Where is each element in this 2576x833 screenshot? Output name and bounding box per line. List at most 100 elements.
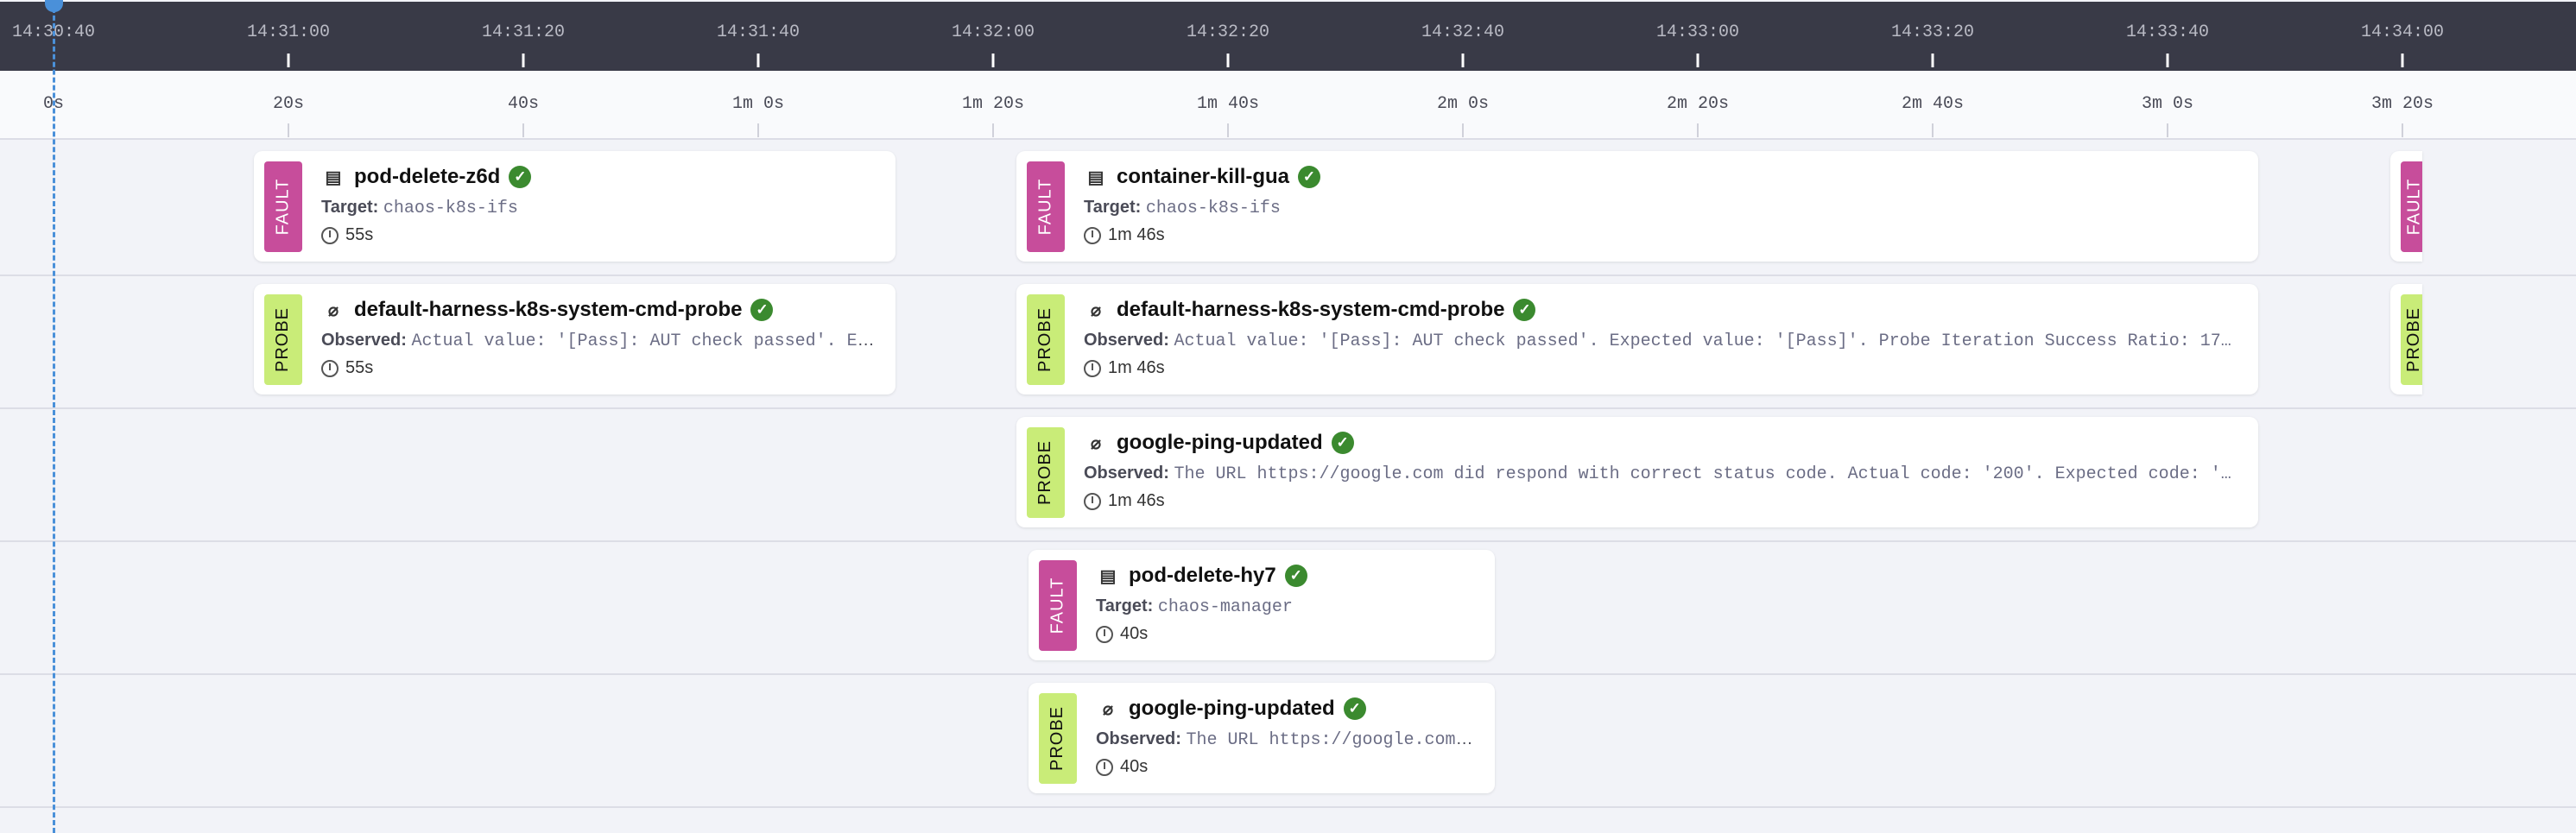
success-check-icon: ✓ — [1298, 166, 1321, 188]
observed-label: Observed: — [321, 331, 407, 350]
elapsed-tick-label: 2m 0s — [1436, 94, 1490, 114]
observed-label: Observed: — [1084, 331, 1169, 350]
wall-clock-axis: 14:30:40 14:31:00 14:31:20 14:31:40 14:32:00… — [0, 2, 2576, 71]
current-time-marker[interactable] — [53, 0, 55, 833]
elapsed-tick-label: 1m 20s — [961, 94, 1025, 114]
elapsed-time-axis: 0s 20s 40s 1m 0s 1m 20s 1m 40s 2m 0s 2m 20s 2m 4… — [0, 71, 2576, 140]
clock-icon — [1084, 492, 1101, 510]
probe-card[interactable]: PROBE ⌀ google-ping-updated ✓ Observed: … — [1016, 417, 2258, 527]
elapsed-tick-label: 2m 40s — [1901, 94, 1965, 114]
fault-badge: FAULT — [1027, 161, 1065, 252]
success-check-icon: ✓ — [1513, 299, 1536, 321]
elapsed-tick — [2402, 123, 2403, 137]
elapsed-tick-label: 3m 0s — [2141, 94, 2194, 114]
target-label: Target: — [321, 198, 379, 217]
clock-tick-label: 14:32:00 — [951, 22, 1035, 42]
elapsed-tick-label: 40s — [507, 94, 540, 114]
probe-card[interactable]: PROBE ⌀ default-harness-k8s-system-cmd-p… — [254, 284, 896, 394]
duration: 1m 46s — [1108, 491, 1165, 510]
success-check-icon: ✓ — [750, 299, 774, 321]
clock-icon — [1096, 625, 1113, 643]
elapsed-tick — [1227, 123, 1229, 137]
row-divider — [0, 275, 2576, 276]
card-title[interactable]: container-kill-gua — [1117, 165, 1290, 188]
elapsed-tick-label: 2m 20s — [1666, 94, 1730, 114]
elapsed-tick — [1462, 123, 1464, 137]
elapsed-tick-label: 3m 20s — [2370, 94, 2434, 114]
success-check-icon: ✓ — [1331, 432, 1354, 454]
duration: 55s — [345, 225, 374, 244]
elapsed-tick-label: 1m 0s — [731, 94, 785, 114]
fault-card[interactable]: FAULT ▤ pod-delete-z6d ✓ Target: chaos-k… — [254, 151, 896, 262]
row-divider — [0, 806, 2576, 808]
chaos-fault-icon: ▤ — [1087, 167, 1104, 187]
clock-tick — [2166, 54, 2169, 67]
clock-tick — [1696, 54, 1699, 67]
clock-tick-label: 14:31:00 — [246, 22, 331, 42]
chaos-fault-icon: ▤ — [325, 167, 342, 187]
observed-label: Observed: — [1084, 464, 1169, 483]
card-title[interactable]: google-ping-updated — [1117, 431, 1323, 454]
clock-tick — [287, 54, 290, 67]
clock-icon — [321, 226, 339, 244]
fault-card[interactable]: FAULT ▤ container-kill-gua ✓ Target: cha… — [1016, 151, 2258, 262]
fault-badge: FAULT — [2401, 161, 2422, 252]
card-title[interactable]: pod-delete-z6d — [354, 165, 501, 188]
probe-card[interactable]: PROBE ⌀ default-harness-k8s-system-cmd-p… — [1016, 284, 2258, 394]
card-title[interactable]: default-harness-k8s-system-cmd-probe — [1117, 298, 1505, 321]
row-divider — [0, 407, 2576, 409]
probe-tube-icon: ⌀ — [1102, 699, 1114, 719]
clock-tick-label: 14:34:00 — [2360, 22, 2445, 42]
probe-card-clipped[interactable]: PROBE — [2390, 284, 2422, 394]
duration: 1m 46s — [1108, 358, 1165, 377]
target-value: chaos-k8s-ifs — [383, 199, 518, 218]
elapsed-tick — [757, 123, 759, 137]
probe-badge: PROBE — [1027, 294, 1065, 385]
clock-tick — [991, 54, 995, 67]
elapsed-tick — [522, 123, 524, 137]
success-check-icon: ✓ — [1343, 697, 1366, 720]
clock-tick-label: 14:31:20 — [481, 22, 566, 42]
fault-badge: FAULT — [1039, 560, 1077, 651]
observed-value: The URL https://google.com did respond w… — [1174, 464, 2231, 484]
success-check-icon: ✓ — [1284, 565, 1307, 587]
fault-card-clipped[interactable]: FAULT — [2390, 151, 2422, 262]
probe-tube-icon: ⌀ — [1090, 433, 1102, 453]
target-label: Target: — [1084, 198, 1142, 217]
card-title[interactable]: default-harness-k8s-system-cmd-probe — [354, 298, 743, 321]
clock-tick — [1461, 54, 1465, 67]
elapsed-tick — [992, 123, 994, 137]
probe-badge: PROBE — [2401, 294, 2422, 385]
clock-tick-label: 14:33:20 — [1890, 22, 1975, 42]
clock-tick — [1226, 54, 1230, 67]
probe-tube-icon: ⌀ — [1090, 300, 1102, 320]
duration: 55s — [345, 358, 374, 377]
card-title[interactable]: google-ping-updated — [1129, 697, 1335, 720]
probe-badge: PROBE — [1027, 427, 1065, 518]
clock-icon — [1084, 359, 1101, 377]
clock-icon — [1096, 758, 1113, 776]
probe-card[interactable]: PROBE ⌀ google-ping-updated ✓ Observed: … — [1029, 683, 1495, 793]
clock-tick-label: 14:32:20 — [1186, 22, 1270, 42]
row-divider — [0, 540, 2576, 542]
observed-label: Observed: — [1096, 729, 1181, 748]
clock-icon — [1084, 226, 1101, 244]
clock-icon — [321, 359, 339, 377]
observed-value: The URL https://google.com did respond w… — [1186, 730, 1484, 750]
clock-tick-label: 14:31:40 — [716, 22, 801, 42]
observed-value: Actual value: '[Pass]: AUT check passed'… — [411, 331, 884, 351]
observed-value: Actual value: '[Pass]: AUT check passed'… — [1174, 331, 2231, 351]
clock-tick-label: 14:32:40 — [1421, 22, 1505, 42]
current-time-handle[interactable] — [45, 0, 63, 12]
duration: 40s — [1120, 757, 1149, 776]
elapsed-tick — [1697, 123, 1699, 137]
duration: 1m 46s — [1108, 225, 1165, 244]
target-value: chaos-k8s-ifs — [1145, 199, 1281, 218]
elapsed-tick — [1932, 123, 1934, 137]
chaos-fault-icon: ▤ — [1099, 566, 1117, 586]
elapsed-tick-label: 1m 40s — [1196, 94, 1260, 114]
card-title[interactable]: pod-delete-hy7 — [1129, 564, 1276, 587]
elapsed-tick-label: 20s — [272, 94, 305, 114]
fault-card[interactable]: FAULT ▤ pod-delete-hy7 ✓ Target: chaos-m… — [1029, 550, 1495, 660]
elapsed-tick — [288, 123, 289, 137]
